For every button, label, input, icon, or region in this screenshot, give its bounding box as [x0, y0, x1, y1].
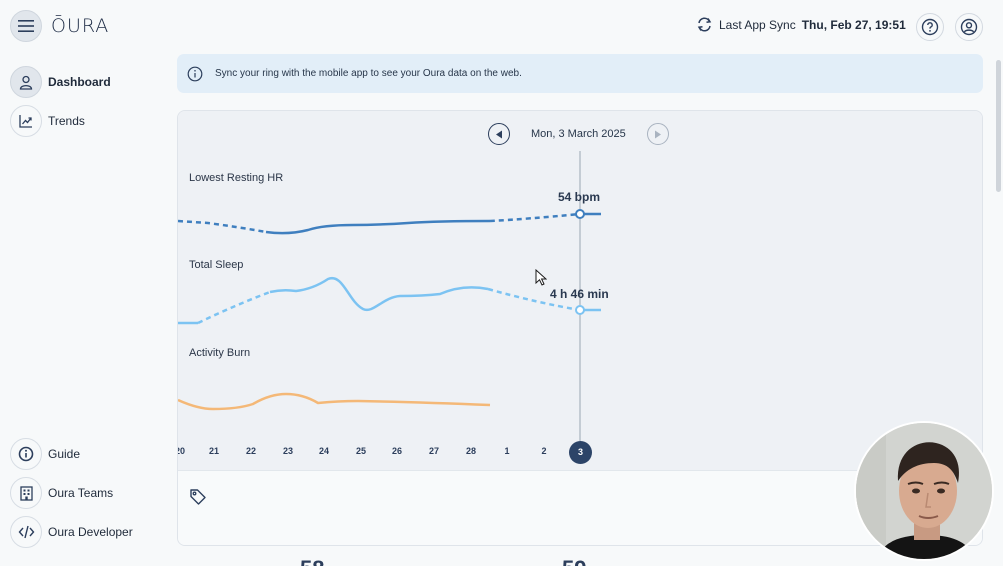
- score-value: 58: [300, 556, 324, 566]
- oura-logo[interactable]: ŌURA: [51, 15, 110, 37]
- person-icon: [10, 66, 42, 98]
- sidebar-item-label: Oura Developer: [48, 525, 133, 539]
- day-2[interactable]: 2: [541, 446, 547, 456]
- resting-hr-line: [265, 219, 491, 235]
- code-icon: [10, 516, 42, 548]
- building-icon: [10, 477, 42, 509]
- presenter-video-image: [856, 423, 992, 559]
- sidebar-item-label: Trends: [48, 114, 85, 128]
- page-scrollbar[interactable]: [996, 60, 1001, 192]
- day-28[interactable]: 28: [465, 446, 476, 456]
- user-circle-icon: [960, 18, 978, 36]
- total-sleep-label: Total Sleep: [189, 259, 244, 271]
- hamburger-icon: [18, 20, 34, 32]
- account-button[interactable]: [955, 13, 983, 41]
- sidebar-item-trends[interactable]: Trends: [10, 105, 85, 137]
- day-1[interactable]: 1: [504, 446, 510, 456]
- total-sleep-line-dashed-start: [197, 290, 271, 325]
- daily-overview-card: Mon, 3 March 2025 Lowest Resting HR 54 b…: [177, 110, 983, 546]
- sync-label: Last App Sync: [719, 17, 796, 32]
- day-25[interactable]: 25: [355, 446, 366, 456]
- day-27[interactable]: 27: [428, 446, 439, 456]
- sidebar-item-label: Dashboard: [48, 75, 111, 89]
- total-sleep-line-dashed-end: [487, 287, 581, 312]
- next-day-button[interactable]: [646, 123, 669, 145]
- sidebar-item-dashboard[interactable]: Dashboard: [10, 66, 111, 98]
- day-20[interactable]: 20: [178, 446, 185, 456]
- day-24[interactable]: 24: [318, 446, 329, 456]
- sidebar-item-oura-teams[interactable]: Oura Teams: [10, 477, 113, 509]
- resting-hr-line-dashed-start: [178, 219, 267, 234]
- top-bar: ŌURA Last App Sync Thu, Feb 27, 19:51: [0, 0, 1003, 54]
- day-26[interactable]: 26: [391, 446, 402, 456]
- menu-button[interactable]: [10, 10, 42, 42]
- activity-burn-line: [178, 392, 491, 411]
- selected-date: Mon, 3 March 2025: [531, 128, 626, 140]
- day-23[interactable]: 23: [282, 446, 293, 456]
- day-3-selected[interactable]: 3: [569, 441, 592, 464]
- sidebar-item-label: Guide: [48, 447, 81, 461]
- sidebar-item-guide[interactable]: Guide: [10, 438, 80, 470]
- sidebar-item-label: Oura Teams: [48, 486, 114, 500]
- chart-area: Mon, 3 March 2025 Lowest Resting HR 54 b…: [178, 111, 982, 471]
- trend-chart-icon: [10, 105, 42, 137]
- sync-info-banner: Sync your ring with the mobile app to se…: [177, 54, 983, 93]
- trend-lines: [178, 151, 601, 441]
- total-sleep-line: [269, 277, 489, 312]
- activity-burn-label: Activity Burn: [189, 347, 251, 359]
- banner-text: Sync your ring with the mobile app to se…: [215, 68, 522, 79]
- resting-hr-point: [575, 209, 585, 219]
- resting-hr-value: 54 bpm: [558, 190, 601, 204]
- total-sleep-point: [575, 305, 585, 315]
- triangle-left-icon: [496, 130, 502, 138]
- tags-section: [178, 470, 982, 545]
- webcam-overlay: [854, 421, 994, 561]
- score-value: 59: [562, 556, 586, 566]
- help-icon: [921, 18, 939, 36]
- sync-value: Thu, Feb 27, 19:51: [801, 17, 906, 32]
- help-button[interactable]: [916, 13, 944, 41]
- mouse-cursor-icon: [535, 269, 547, 286]
- last-sync-status: Last App Sync Thu, Feb 27, 19:51: [696, 17, 906, 32]
- sidebar-item-oura-developer[interactable]: Oura Developer: [10, 516, 133, 548]
- tag-icon[interactable]: [189, 488, 207, 511]
- sync-icon: [697, 17, 712, 32]
- previous-day-button[interactable]: [488, 123, 510, 145]
- day-21[interactable]: 21: [208, 446, 219, 456]
- date-navigator: Mon, 3 March 2025: [488, 123, 669, 145]
- day-22[interactable]: 22: [245, 446, 256, 456]
- total-sleep-value: 4 h 46 min: [550, 287, 609, 301]
- triangle-right-icon: [654, 130, 661, 138]
- resting-hr-line-dashed-end: [489, 212, 581, 223]
- info-icon: [10, 438, 42, 470]
- resting-hr-label: Lowest Resting HR: [189, 172, 284, 184]
- info-icon: [187, 66, 203, 82]
